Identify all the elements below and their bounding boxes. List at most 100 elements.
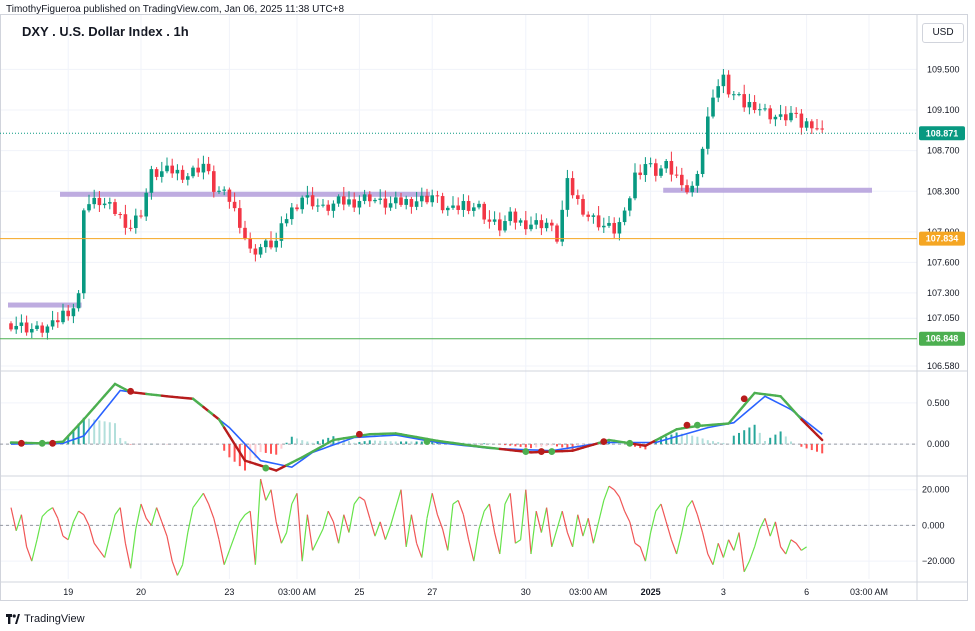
candle-body [222,189,226,191]
oscillator-segment [681,507,688,533]
oscillator-segment [109,514,116,537]
candle-body [461,201,466,210]
macd-line-segment [779,395,787,404]
oscillator-segment [436,514,444,530]
candle-body [440,196,445,211]
oscillator-segment [754,528,761,548]
oscillator-segment [416,543,423,558]
oscillator-segment [88,525,95,544]
oscillator-segment [364,500,371,519]
osc-tick-label: 0.000 [922,520,945,530]
candle-body [388,203,393,208]
candle-body [706,116,710,149]
oscillator-segment [660,503,667,523]
macd-cross-marker [127,387,134,395]
oscillator-segment [592,521,600,544]
candle-body [763,108,767,110]
macd-cross-marker [548,448,556,455]
oscillator-segment [691,500,698,515]
candle-body [243,227,247,239]
candle-body [680,174,684,186]
candle-body [76,293,81,309]
candle-body [362,194,367,201]
oscillator-segment [613,489,620,498]
price-tick-label: 109.100 [927,105,960,115]
candle-body [430,195,434,203]
oscillator-segment [208,503,215,519]
oscillator-segment [192,500,199,508]
oscillator-segment [447,503,454,551]
oscillator-segment [525,489,532,555]
candle-body [477,203,481,208]
price-axis[interactable]: 109.500109.100108.700108.300107.900107.6… [922,64,960,566]
macd-line-segment [800,418,808,426]
time-tick-label: 6 [804,587,809,597]
candle-body [690,185,694,193]
candle-body [794,112,798,114]
time-tick-label: 30 [521,587,531,597]
candle-body [633,172,637,199]
candle-body [71,308,76,317]
candle-body [9,323,13,330]
oscillator-segment [197,492,204,501]
price-tick-label: 109.500 [927,64,960,74]
time-tick-label: 2025 [641,587,661,597]
tradingview-footer[interactable]: TradingView [6,611,85,627]
oscillator-segment [384,525,392,540]
oscillator-segment [223,550,230,565]
candle-body [446,207,450,211]
oscillator-segment [322,510,329,530]
footer-brand: TradingView [24,613,85,625]
symbol-title[interactable]: DXY . U.S. Dollar Index . 1h [22,24,189,39]
oscillator-segment [488,503,496,533]
candle-body [342,196,346,205]
oscillator-segment [728,539,735,551]
oscillator-segment [312,539,319,551]
candle-body [622,210,627,223]
oscillator-segment [369,518,376,537]
macd-cross-marker [49,439,56,447]
macd-cross-marker [600,438,608,446]
macd-line-segment [815,433,824,442]
candle-body [175,169,180,174]
oscillator-segment [722,539,730,558]
currency-button[interactable]: USD [922,23,964,43]
candle-body [456,205,460,210]
candle-body [560,209,564,242]
oscillator-segment [774,521,782,547]
macd-line-segment [108,382,117,392]
macd-line-segment [66,429,75,438]
oscillator-segment [338,514,345,544]
oscillator-segment [379,521,386,540]
candle-body [565,178,570,210]
oscillator-segment [650,511,657,533]
candle-body [66,310,70,317]
publish-attribution: TimothyFigueroa published on TradingView… [6,4,345,15]
oscillator-segment [556,510,563,530]
oscillator-segment [566,532,574,548]
oscillator-segment [270,489,277,522]
time-axis[interactable]: 19 20 23 03:00 AM 25 27 30 03:00 AM 2025 3 6 03:00 … [63,587,888,597]
candle-body [279,223,284,241]
zone-3 [663,187,872,193]
oscillator-segment [769,521,776,537]
oscillator-segment [234,521,241,537]
candle-body [206,163,211,172]
candle-body [113,202,117,215]
candle-body [409,198,414,207]
price-tick-label: 107.050 [927,313,960,323]
candle-body [123,214,128,228]
oscillator-segment [260,478,267,501]
oscillator-segment [442,528,449,551]
oscillator-segment [31,539,38,562]
candle-body [778,114,783,117]
candle-body [144,192,148,217]
candle-body [737,94,741,96]
price-badge-label: 107.834 [926,234,959,244]
oscillator-segment [410,514,418,544]
oscillator-segment [301,514,308,562]
candle-body [310,195,315,207]
candle-body [498,219,502,231]
oscillator-segment [78,510,85,516]
